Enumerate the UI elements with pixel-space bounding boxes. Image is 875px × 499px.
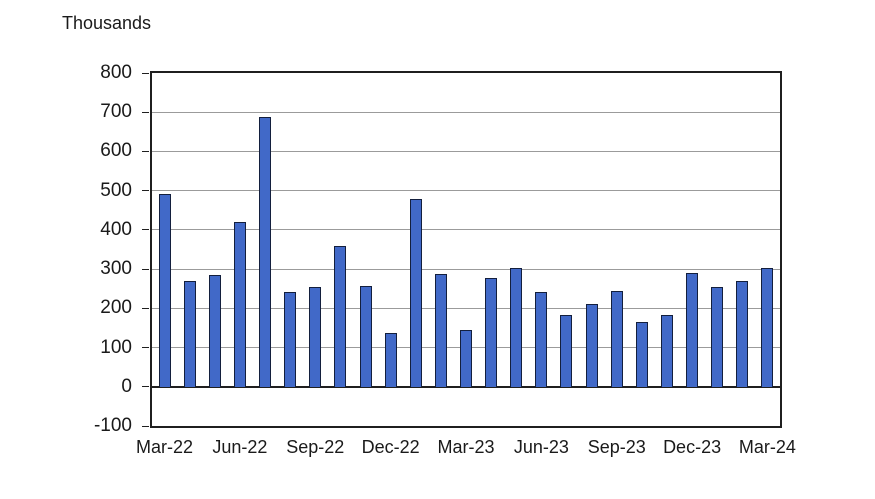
bar-Oct-23 bbox=[635, 321, 648, 387]
zero-axis-line bbox=[152, 385, 780, 388]
y-tick-label: 500 bbox=[100, 179, 132, 201]
gridline bbox=[152, 268, 780, 270]
bar-Jan-24 bbox=[711, 286, 724, 387]
bar-Aug-23 bbox=[585, 304, 598, 387]
bar-Mar-22 bbox=[158, 193, 171, 387]
bar-May-22 bbox=[208, 274, 221, 387]
y-tick-mark bbox=[142, 268, 149, 270]
x-tick-label: Jun-22 bbox=[212, 437, 268, 457]
x-tick-label: Jun-23 bbox=[513, 437, 569, 457]
gridline bbox=[152, 307, 780, 309]
bar-Jul-22 bbox=[259, 116, 272, 387]
x-tick-label: Mar-23 bbox=[437, 437, 495, 457]
y-tick-mark bbox=[142, 111, 149, 113]
y-tick-label: 200 bbox=[100, 297, 132, 319]
y-tick-mark bbox=[142, 307, 149, 309]
y-tick-mark bbox=[142, 229, 149, 231]
y-tick-label: 0 bbox=[121, 375, 132, 397]
y-tick-mark bbox=[142, 425, 149, 427]
bar-May-23 bbox=[510, 268, 523, 387]
bar-Oct-22 bbox=[334, 245, 347, 387]
bar-Mar-24 bbox=[761, 268, 774, 387]
x-tick-label: Dec-22 bbox=[361, 437, 420, 457]
plot-area bbox=[150, 71, 782, 428]
gridline bbox=[152, 111, 780, 113]
bar-Dec-22 bbox=[384, 332, 397, 387]
bar-Sep-22 bbox=[309, 286, 322, 387]
y-tick-mark bbox=[142, 190, 149, 192]
x-tick-label: Dec-23 bbox=[663, 437, 722, 457]
bar-Mar-23 bbox=[460, 329, 472, 387]
y-tick-label: 700 bbox=[100, 101, 132, 123]
y-axis-unit-label: Thousands bbox=[62, 13, 152, 33]
y-tick-label: 400 bbox=[100, 218, 132, 240]
x-tick-label: Mar-24 bbox=[738, 437, 796, 457]
x-tick-label: Sep-23 bbox=[587, 437, 646, 457]
y-tick-mark bbox=[142, 150, 149, 152]
bar-Jan-23 bbox=[409, 198, 422, 387]
bar-Apr-22 bbox=[183, 280, 196, 387]
x-tick-label: Sep-22 bbox=[286, 437, 345, 457]
bar-Dec-23 bbox=[686, 273, 699, 387]
y-tick-label: 300 bbox=[100, 258, 132, 280]
gridline bbox=[152, 190, 780, 192]
bar-Feb-24 bbox=[736, 281, 749, 387]
bar-Feb-23 bbox=[434, 274, 447, 387]
y-tick-label: 600 bbox=[100, 140, 132, 162]
bar-Sep-23 bbox=[610, 291, 623, 387]
bar-Aug-22 bbox=[284, 291, 297, 387]
gridline bbox=[152, 150, 780, 152]
y-tick-mark bbox=[142, 347, 149, 349]
y-tick-label: 100 bbox=[100, 336, 132, 358]
x-tick-label: Mar-22 bbox=[136, 437, 194, 457]
y-tick-mark bbox=[142, 386, 149, 388]
y-tick-label: 800 bbox=[100, 62, 132, 83]
y-tick-mark bbox=[142, 72, 149, 74]
bar-Jul-23 bbox=[560, 315, 573, 387]
bar-Jun-23 bbox=[535, 292, 548, 387]
gridline bbox=[152, 229, 780, 231]
bar-Apr-23 bbox=[485, 278, 498, 387]
bar-Nov-22 bbox=[359, 285, 372, 387]
bar-Jun-22 bbox=[233, 222, 246, 387]
bar-Nov-23 bbox=[660, 315, 673, 387]
y-tick-label: -100 bbox=[93, 415, 132, 436]
